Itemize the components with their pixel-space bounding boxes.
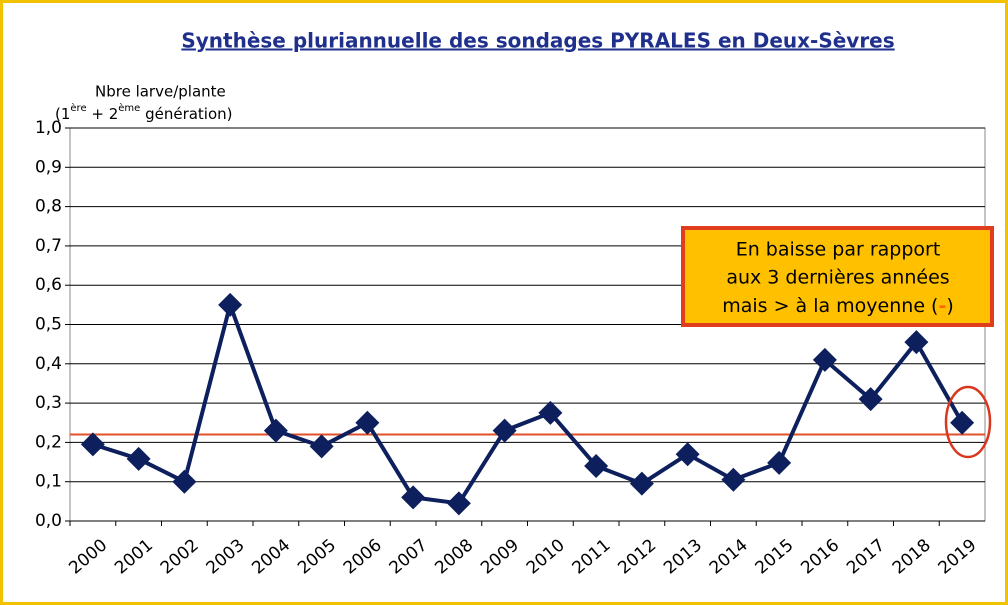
- annotation-part: -: [938, 295, 946, 317]
- annotation-line: En baisse par rapport: [736, 239, 941, 261]
- data-marker: [858, 387, 883, 412]
- label-part: ème: [118, 102, 140, 114]
- y-tick-label: 0,1: [35, 472, 62, 492]
- data-marker: [629, 471, 654, 496]
- data-marker: [904, 330, 929, 355]
- data-line: [92, 302, 964, 506]
- data-marker: [309, 434, 334, 459]
- label-part: + 2: [87, 105, 119, 123]
- y-tick-label: 0,5: [35, 315, 62, 335]
- annotation-box: [681, 226, 994, 327]
- data-marker: [218, 292, 243, 317]
- annotation-line: mais > à la moyenne (-): [722, 295, 954, 317]
- y-tick-label: 0,4: [35, 354, 62, 374]
- data-marker: [126, 446, 151, 471]
- label-part: ère: [70, 102, 86, 114]
- label-part: (1: [55, 105, 70, 123]
- chart-title: Synthèse pluriannuelle des sondages PYRA…: [181, 29, 894, 53]
- y-tick-label: 0,7: [35, 236, 62, 256]
- y-tick-label: 0,6: [35, 275, 62, 295]
- y-axis-label: Nbre larve/plante: [95, 83, 226, 101]
- data-marker: [767, 450, 792, 475]
- data-marker: [355, 410, 380, 435]
- data-marker: [950, 410, 975, 435]
- highlight-ellipse: [944, 385, 992, 459]
- data-marker: [446, 491, 471, 516]
- data-marker: [812, 347, 837, 372]
- annotation-part: mais > à la moyenne (: [722, 295, 938, 317]
- y-tick-label: 0,9: [35, 157, 62, 177]
- label-part: génération): [140, 105, 232, 123]
- data-marker: [538, 400, 563, 425]
- y-axis-label-sub: (1ère + 2ème génération): [55, 102, 233, 123]
- data-marker: [721, 467, 746, 492]
- data-marker: [401, 485, 426, 510]
- annotation-part: ): [946, 295, 953, 317]
- y-tick-label: 0,0: [35, 511, 62, 531]
- data-marker: [492, 418, 517, 443]
- data-marker: [584, 453, 609, 478]
- data-marker: [263, 418, 288, 443]
- data-marker: [675, 442, 700, 467]
- annotation-line: aux 3 dernières années: [726, 267, 949, 289]
- y-tick-label: 0,8: [35, 197, 62, 217]
- y-tick-label: 1,0: [35, 118, 62, 138]
- data-marker: [172, 469, 197, 494]
- y-tick-label: 0,2: [35, 432, 62, 452]
- data-marker: [80, 432, 105, 457]
- y-tick-label: 0,3: [35, 393, 62, 413]
